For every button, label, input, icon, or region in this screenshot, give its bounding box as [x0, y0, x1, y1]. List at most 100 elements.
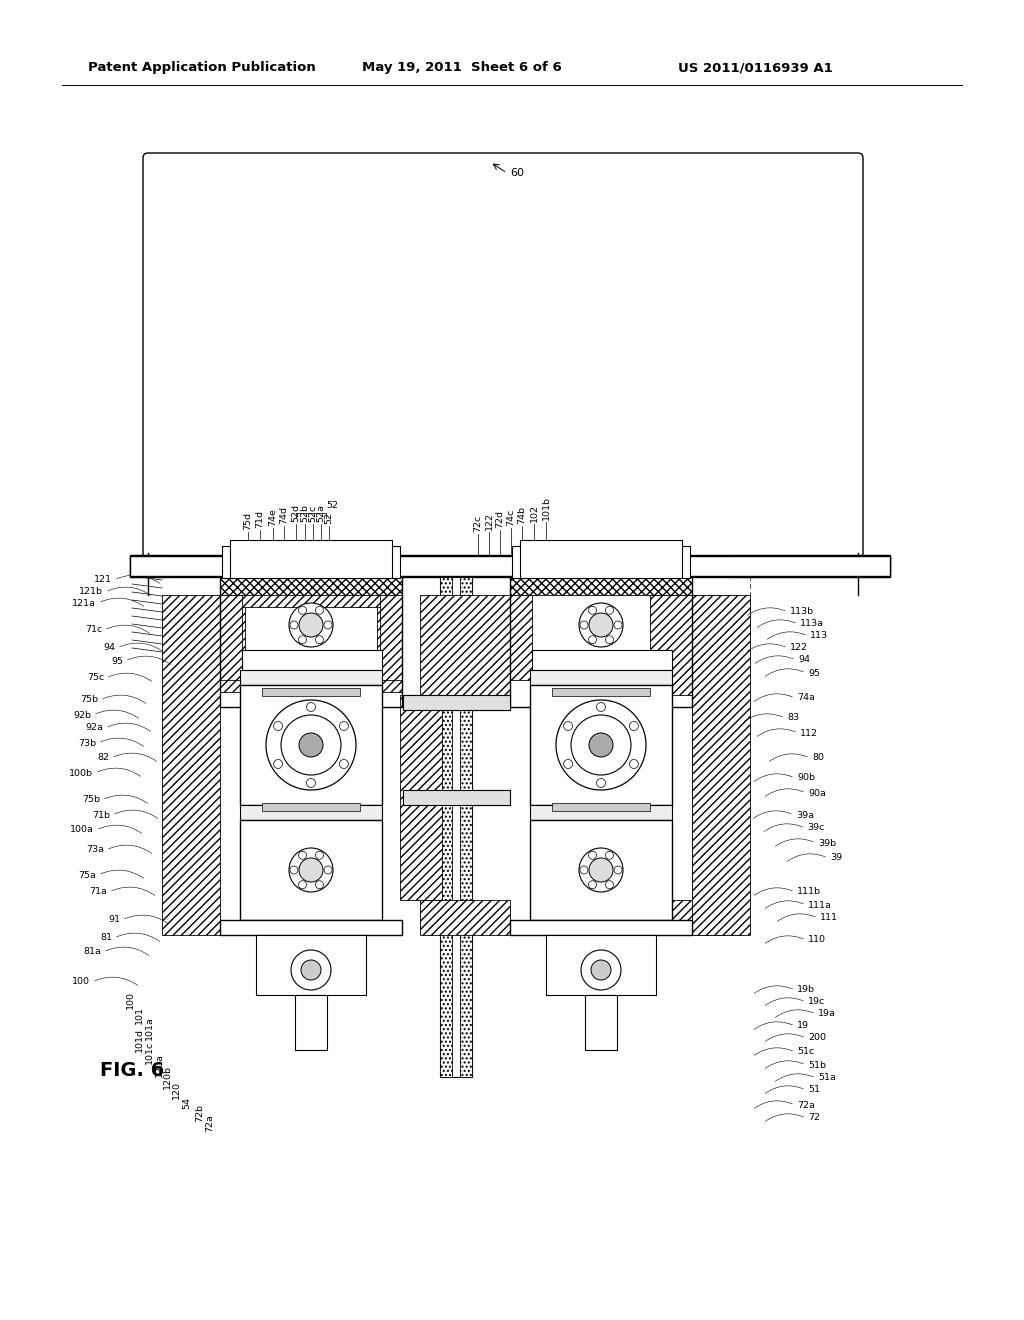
Bar: [440, 577, 472, 1077]
Text: 51: 51: [808, 1085, 820, 1094]
Bar: [730, 554, 890, 577]
Circle shape: [324, 620, 332, 630]
Bar: [510, 577, 692, 708]
Text: 71d: 71d: [256, 510, 264, 528]
Text: 101d: 101d: [135, 1028, 144, 1052]
Bar: [510, 920, 692, 935]
Text: 90b: 90b: [797, 774, 815, 783]
Circle shape: [591, 960, 611, 979]
Text: 74e: 74e: [268, 508, 278, 525]
Text: 120a: 120a: [155, 1053, 164, 1077]
Text: 52d: 52d: [292, 504, 300, 521]
Text: 200: 200: [808, 1034, 826, 1043]
Circle shape: [630, 722, 638, 730]
Text: 19b: 19b: [797, 986, 815, 994]
Circle shape: [299, 880, 306, 888]
Circle shape: [289, 603, 333, 647]
Bar: [360, 685, 382, 805]
Circle shape: [315, 851, 324, 859]
Bar: [240, 805, 382, 820]
Text: 72c: 72c: [473, 515, 482, 532]
Bar: [360, 672, 372, 684]
Circle shape: [306, 702, 315, 711]
Text: 111: 111: [820, 913, 838, 923]
Circle shape: [563, 759, 572, 768]
Bar: [630, 672, 642, 684]
Circle shape: [605, 636, 613, 644]
Text: 92b: 92b: [73, 710, 91, 719]
Bar: [264, 672, 276, 684]
Text: 112: 112: [800, 729, 818, 738]
Bar: [510, 577, 692, 595]
Bar: [220, 577, 402, 591]
FancyBboxPatch shape: [143, 153, 863, 558]
Circle shape: [581, 950, 621, 990]
Circle shape: [339, 759, 348, 768]
Bar: [220, 577, 402, 595]
Text: 121b: 121b: [79, 587, 103, 597]
Bar: [262, 803, 360, 810]
Text: 73a: 73a: [86, 846, 104, 854]
Circle shape: [589, 858, 613, 882]
Circle shape: [290, 620, 298, 630]
Bar: [130, 554, 170, 577]
Bar: [220, 591, 402, 607]
Text: 120: 120: [172, 1081, 181, 1100]
Bar: [420, 900, 510, 935]
Circle shape: [580, 620, 588, 630]
Text: 51c: 51c: [797, 1048, 814, 1056]
Bar: [346, 935, 366, 995]
Text: 19a: 19a: [818, 1010, 836, 1019]
Bar: [510, 920, 692, 935]
Circle shape: [605, 606, 613, 614]
Text: 113: 113: [810, 631, 828, 640]
Text: 75b: 75b: [80, 696, 98, 705]
Text: 120b: 120b: [163, 1065, 172, 1089]
Text: 74b: 74b: [517, 506, 526, 524]
Circle shape: [614, 866, 622, 874]
Bar: [585, 995, 595, 1049]
Text: 72a: 72a: [797, 1101, 815, 1110]
Text: 80: 80: [812, 754, 824, 763]
Text: 71c: 71c: [85, 626, 102, 635]
Bar: [510, 595, 532, 680]
Text: US 2011/0116939 A1: US 2011/0116939 A1: [678, 62, 833, 74]
Bar: [534, 672, 546, 684]
Bar: [340, 672, 352, 684]
Text: 95: 95: [111, 656, 123, 665]
Text: 100b: 100b: [69, 768, 93, 777]
Text: 19c: 19c: [808, 998, 825, 1006]
Bar: [552, 803, 650, 810]
Circle shape: [299, 606, 306, 614]
Bar: [554, 672, 566, 684]
Circle shape: [589, 880, 597, 888]
Circle shape: [281, 715, 341, 775]
Bar: [220, 595, 242, 680]
Circle shape: [273, 759, 283, 768]
Text: 113a: 113a: [800, 619, 824, 628]
Bar: [162, 595, 220, 935]
Text: 113b: 113b: [790, 607, 814, 616]
Bar: [220, 920, 402, 935]
Bar: [222, 546, 400, 578]
Bar: [530, 685, 672, 805]
Text: 39c: 39c: [807, 824, 824, 833]
Text: 94: 94: [103, 644, 115, 652]
Circle shape: [589, 612, 613, 638]
Text: 52: 52: [326, 500, 338, 510]
Circle shape: [597, 779, 605, 788]
Text: 100: 100: [126, 991, 135, 1008]
Text: 75c: 75c: [87, 673, 104, 682]
Bar: [130, 554, 890, 577]
Circle shape: [290, 866, 298, 874]
Bar: [242, 649, 262, 671]
Circle shape: [315, 606, 324, 614]
Text: May 19, 2011  Sheet 6 of 6: May 19, 2011 Sheet 6 of 6: [362, 62, 562, 74]
Circle shape: [299, 858, 323, 882]
Text: 51a: 51a: [818, 1073, 836, 1082]
Bar: [692, 696, 734, 900]
Bar: [262, 688, 360, 696]
Circle shape: [605, 851, 613, 859]
Bar: [530, 820, 552, 920]
Bar: [607, 995, 617, 1049]
